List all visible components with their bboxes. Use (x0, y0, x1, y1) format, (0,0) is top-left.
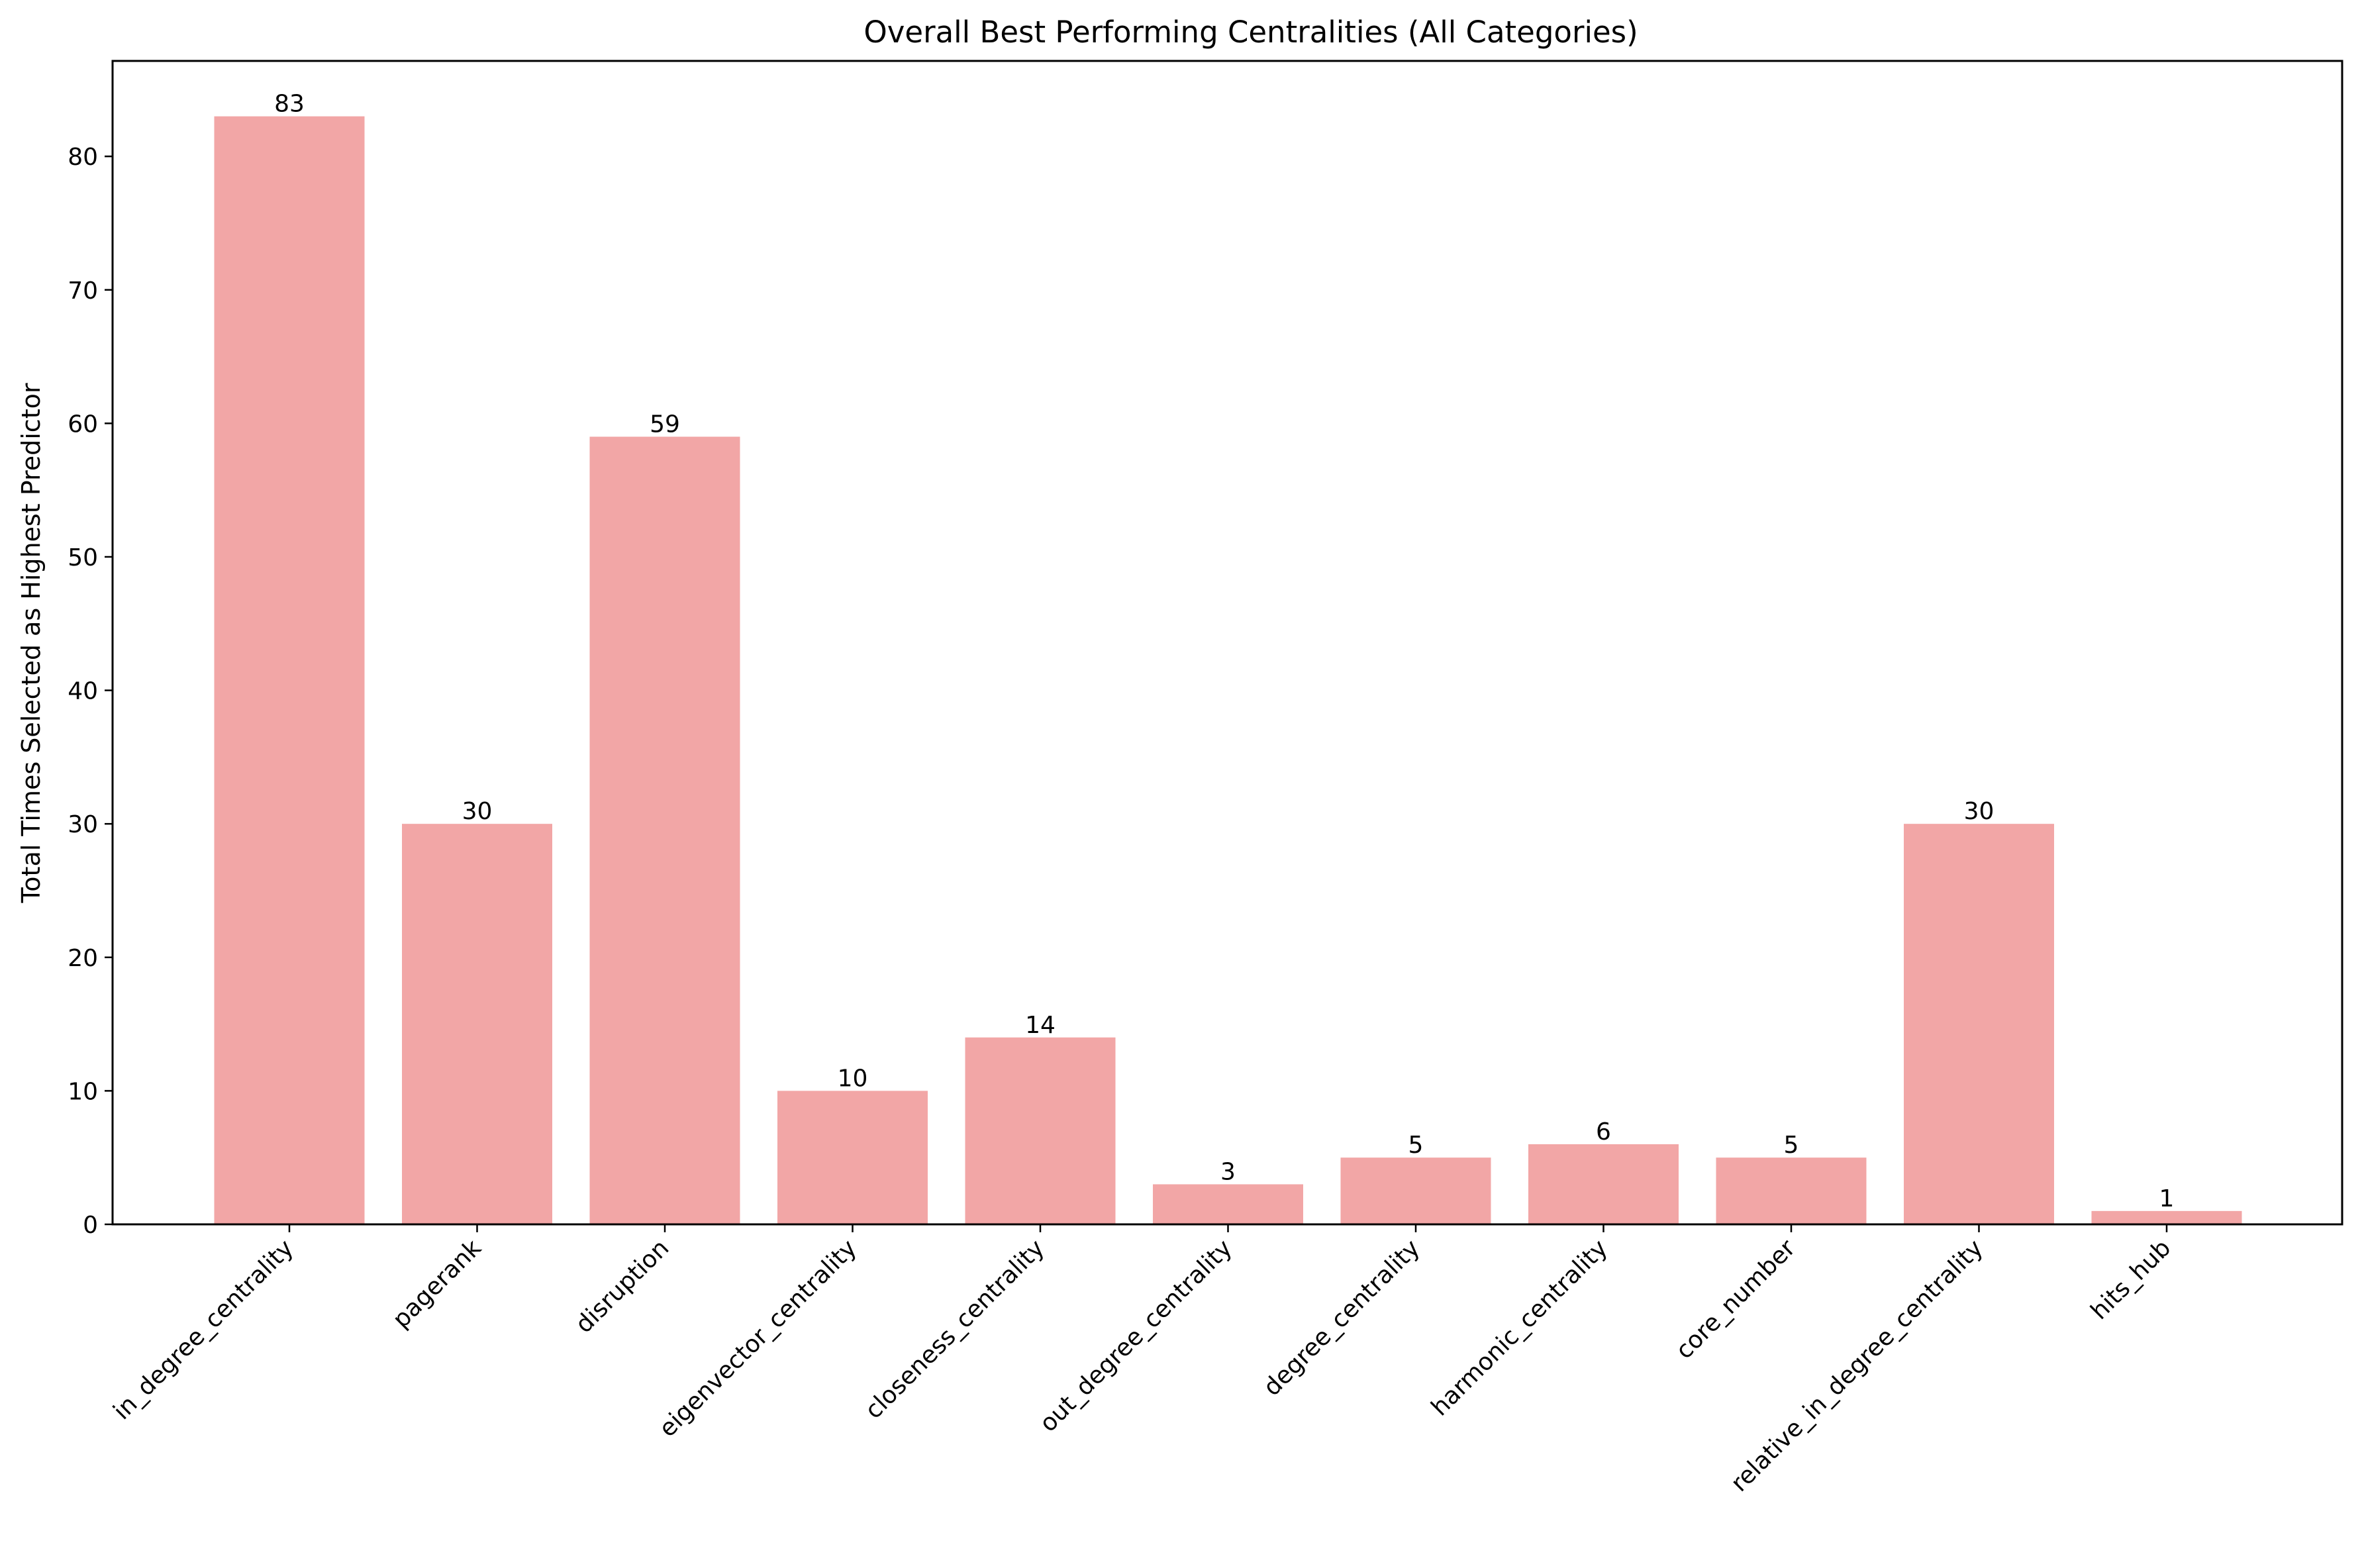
bar-hits_hub (2091, 1210, 2242, 1224)
y-tick-label: 0 (83, 1212, 98, 1239)
bar-closeness_centrality (965, 1037, 1116, 1224)
bar-core_number (1716, 1157, 1867, 1224)
data-label-in_degree_centrality: 83 (274, 91, 305, 118)
data-label-core_number: 5 (1784, 1132, 1799, 1159)
y-tick-label: 60 (68, 411, 98, 438)
y-tick-label: 80 (68, 144, 98, 171)
bar-pagerank (402, 824, 552, 1224)
bar-relative_in_degree_centrality (1904, 824, 2054, 1224)
bars-group (214, 116, 2242, 1225)
y-axis-label: Total Times Selected as Highest Predicto… (17, 383, 46, 903)
y-tick-label: 20 (68, 945, 98, 972)
chart-title: Overall Best Performing Centralities (Al… (863, 15, 1638, 50)
y-tick-label: 40 (68, 678, 98, 705)
data-label-hits_hub: 1 (2159, 1185, 2175, 1212)
plot-frame (111, 60, 2343, 1226)
data-label-out_degree_centrality: 3 (1220, 1159, 1236, 1186)
y-tick-label: 50 (68, 544, 98, 571)
bar-in_degree_centrality (214, 116, 365, 1225)
data-label-relative_in_degree_centrality: 30 (1964, 798, 1995, 825)
data-label-pagerank: 30 (462, 798, 493, 825)
y-axis-ticks: 0 10 20 30 40 50 60 70 80 (68, 144, 113, 1239)
y-tick-label: 70 (68, 277, 98, 305)
bar-eigenvector_centrality (777, 1091, 928, 1224)
data-label-harmonic_centrality: 6 (1596, 1118, 1611, 1146)
bar-degree_centrality (1340, 1157, 1491, 1224)
bar-out_degree_centrality (1153, 1184, 1303, 1224)
data-label-disruption: 59 (650, 411, 680, 438)
y-tick-label: 10 (68, 1078, 98, 1105)
data-label-degree_centrality: 5 (1408, 1132, 1424, 1159)
data-labels-group: 83 30 59 10 14 3 5 6 5 30 1 (274, 91, 2174, 1212)
data-label-eigenvector_centrality: 10 (838, 1065, 868, 1092)
y-tick-label: 30 (68, 811, 98, 838)
bar-disruption (589, 436, 740, 1224)
data-label-closeness_centrality: 14 (1025, 1012, 1056, 1039)
bar-harmonic_centrality (1528, 1144, 1679, 1224)
